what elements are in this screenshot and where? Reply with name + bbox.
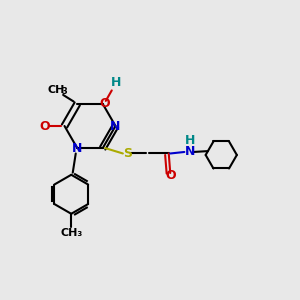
Text: H: H: [184, 134, 195, 147]
Text: 3: 3: [62, 87, 68, 96]
Text: CH₃: CH₃: [60, 228, 82, 238]
Text: H: H: [110, 76, 121, 89]
Text: N: N: [72, 142, 83, 154]
Text: CH: CH: [48, 85, 65, 95]
Text: O: O: [39, 119, 50, 133]
Text: O: O: [165, 169, 175, 182]
Text: N: N: [184, 146, 195, 158]
Text: O: O: [99, 98, 110, 110]
Text: S: S: [123, 147, 132, 160]
Text: N: N: [110, 119, 121, 133]
